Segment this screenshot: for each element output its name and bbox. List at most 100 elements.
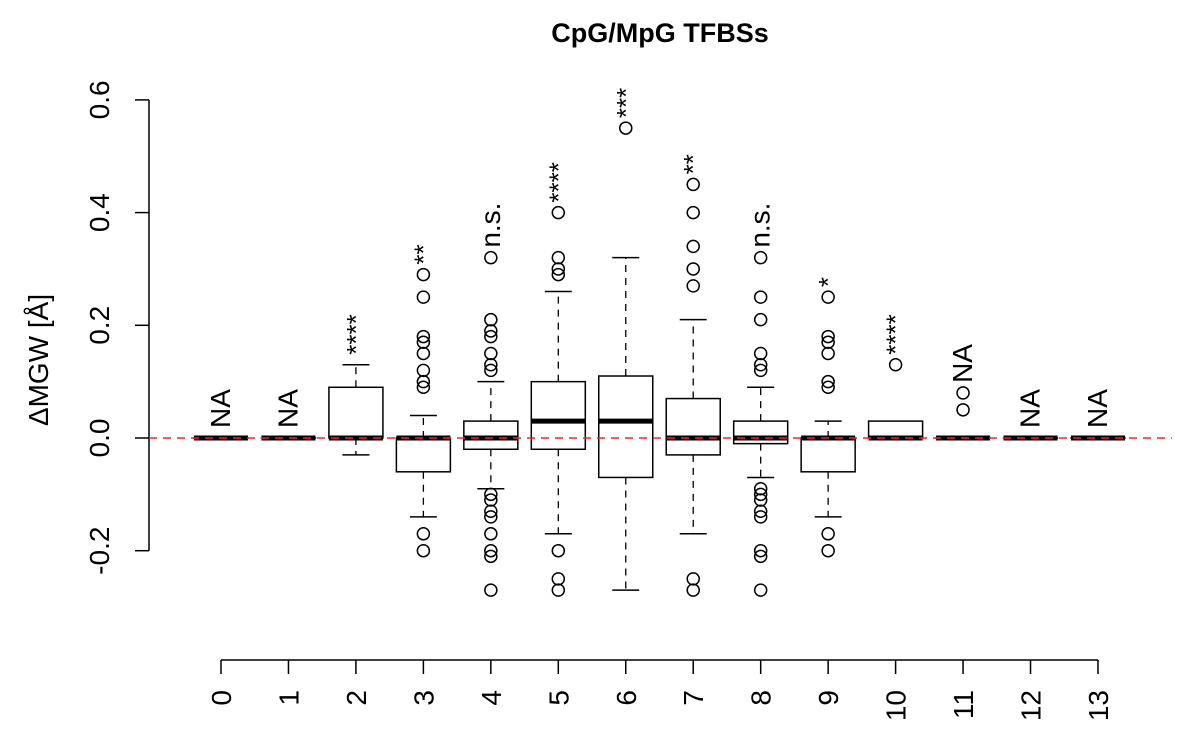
x-tick-label: 11 bbox=[948, 690, 979, 719]
x-tick-label: 3 bbox=[408, 690, 439, 706]
significance-label: ** bbox=[678, 154, 708, 174]
box bbox=[395, 437, 452, 473]
outlier-point bbox=[551, 543, 566, 558]
outlier-point bbox=[484, 312, 498, 327]
y-axis: -0.2 0.0 0.2 0.4 0.6 bbox=[84, 80, 150, 575]
outlier-point bbox=[551, 205, 566, 220]
outlier-point bbox=[551, 250, 566, 265]
x-tick-label: 12 bbox=[1016, 690, 1047, 721]
significance-label: * bbox=[813, 277, 843, 287]
outlier-point bbox=[821, 380, 835, 395]
outlier-point bbox=[821, 329, 835, 344]
outlier-point bbox=[821, 374, 835, 389]
outlier-point bbox=[753, 357, 768, 372]
x-tick-label: 10 bbox=[881, 690, 912, 721]
significance-label: NA bbox=[1082, 389, 1113, 428]
outlier-point bbox=[753, 346, 768, 361]
outlier-point bbox=[484, 549, 498, 564]
outlier-point bbox=[686, 205, 700, 220]
box-group-8 bbox=[732, 250, 789, 597]
outlier-point bbox=[551, 267, 566, 282]
significance-label: n.s. bbox=[745, 203, 776, 248]
box-group-10 bbox=[867, 357, 924, 441]
outlier-point bbox=[484, 363, 498, 378]
outlier-point bbox=[416, 543, 431, 558]
outlier-point bbox=[686, 583, 700, 597]
box bbox=[463, 420, 519, 451]
outlier-point bbox=[484, 329, 498, 344]
outlier-point bbox=[551, 583, 566, 597]
outlier-point bbox=[484, 510, 498, 524]
box-group-4 bbox=[463, 250, 519, 597]
outlier-point bbox=[551, 572, 566, 586]
outlier-point bbox=[619, 121, 633, 135]
outlier-point bbox=[416, 329, 431, 344]
outlier-point bbox=[888, 357, 903, 372]
outlier-point bbox=[686, 239, 700, 254]
x-tick-label: 6 bbox=[611, 690, 642, 706]
box bbox=[665, 397, 721, 456]
significance-label: *** bbox=[611, 88, 641, 118]
outlier-point bbox=[416, 374, 431, 389]
outlier-point bbox=[821, 543, 835, 558]
outlier-point bbox=[956, 403, 970, 417]
outlier-point bbox=[821, 290, 835, 304]
x-tick-label: 2 bbox=[341, 690, 372, 706]
outlier-point bbox=[484, 357, 498, 372]
box bbox=[328, 386, 384, 439]
box-group-2 bbox=[328, 363, 384, 456]
outlier-point bbox=[484, 504, 498, 519]
y-tick-label: 0.4 bbox=[84, 193, 115, 232]
outlier-point bbox=[753, 250, 768, 265]
outlier-point bbox=[753, 510, 768, 524]
significance-label: ** bbox=[408, 244, 438, 264]
significance-label: NA bbox=[1015, 389, 1046, 428]
outlier-point bbox=[753, 543, 768, 558]
significance-label: NA bbox=[272, 389, 303, 428]
x-tick-label: 8 bbox=[746, 690, 777, 706]
outlier-point bbox=[753, 363, 768, 378]
boxes-layer bbox=[193, 121, 1126, 597]
significance-label: n.s. bbox=[475, 203, 506, 248]
box bbox=[800, 437, 856, 473]
x-tick-label: 13 bbox=[1083, 690, 1114, 721]
box-group-11 bbox=[935, 386, 991, 441]
outlier-point bbox=[956, 386, 970, 400]
outlier-point bbox=[686, 177, 700, 192]
outlier-point bbox=[416, 346, 431, 361]
outlier-point bbox=[821, 527, 835, 541]
outlier-point bbox=[416, 290, 431, 304]
outlier-point bbox=[551, 262, 566, 276]
box-group-7 bbox=[665, 177, 721, 597]
box bbox=[867, 420, 924, 439]
significance-label: **** bbox=[543, 162, 573, 202]
outlier-point bbox=[416, 380, 431, 395]
box-group-5 bbox=[530, 205, 587, 597]
outlier-point bbox=[484, 324, 498, 338]
box-group-9 bbox=[800, 290, 856, 558]
chart-title: CpG/MpG TFBSs bbox=[551, 18, 769, 48]
x-tick-label: 5 bbox=[543, 690, 574, 706]
outlier-point bbox=[484, 527, 498, 541]
outlier-point bbox=[484, 346, 498, 361]
outlier-point bbox=[753, 504, 768, 519]
significance-label: **** bbox=[341, 314, 371, 354]
y-tick-label: 0.0 bbox=[84, 419, 115, 458]
outlier-point bbox=[416, 363, 431, 378]
y-tick-label: 0.6 bbox=[84, 80, 115, 119]
x-tick-label: 1 bbox=[273, 690, 304, 706]
significance-label: NA bbox=[947, 344, 978, 383]
y-axis-label: ΔMGW [Å] bbox=[23, 294, 54, 426]
outlier-point bbox=[686, 279, 700, 293]
outlier-point bbox=[484, 487, 498, 502]
y-tick-label: 0.2 bbox=[84, 306, 115, 345]
box-group-3 bbox=[395, 267, 452, 558]
y-tick-label: -0.2 bbox=[84, 527, 115, 575]
box bbox=[530, 380, 587, 451]
outlier-point bbox=[753, 290, 768, 304]
outlier-point bbox=[753, 487, 768, 502]
outlier-point bbox=[686, 572, 700, 586]
box-group-6 bbox=[598, 121, 654, 591]
outlier-point bbox=[753, 312, 768, 327]
